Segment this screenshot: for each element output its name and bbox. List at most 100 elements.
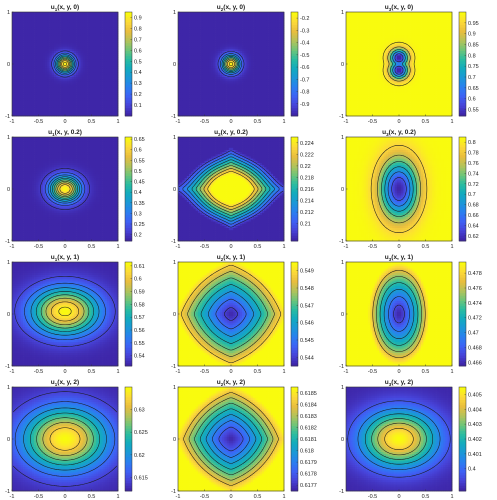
heatmap-cell	[23, 85, 26, 89]
heatmap-cell	[95, 12, 99, 15]
heatmap-cell	[222, 72, 225, 76]
heatmap-cell	[191, 111, 194, 115]
heatmap-cell	[239, 94, 243, 97]
heatmap-cell	[242, 87, 245, 91]
heatmap-cell	[191, 107, 194, 110]
heatmap-cell	[111, 48, 114, 52]
heatmap-cell	[89, 85, 92, 89]
heatmap-cell	[36, 46, 39, 50]
heatmap-cell	[204, 44, 208, 48]
heatmap-cell	[29, 55, 33, 58]
heatmap-cell	[27, 53, 31, 56]
heatmap-cell	[106, 98, 110, 102]
heatmap-cell	[62, 94, 66, 97]
heatmap-cell	[189, 87, 192, 91]
heatmap-cell	[231, 109, 234, 113]
heatmap-cell	[23, 103, 26, 106]
heatmap-cell	[239, 35, 243, 39]
heatmap-cell	[84, 85, 88, 89]
heatmap-cell	[106, 103, 110, 106]
heatmap-cell	[248, 81, 252, 84]
heatmap-cell	[248, 29, 252, 32]
heatmap-cell	[62, 59, 66, 63]
heatmap-cell	[191, 33, 194, 37]
heatmap-cell	[53, 103, 57, 106]
heatmap-cell	[12, 83, 15, 87]
heatmap-cell	[259, 77, 263, 80]
heatmap-cell	[71, 18, 75, 22]
heatmap-cell	[211, 27, 214, 30]
heatmap-cell	[89, 35, 92, 39]
heatmap-cell	[272, 70, 276, 74]
heatmap-cell	[47, 44, 50, 48]
heatmap-cell	[277, 27, 280, 30]
heatmap-cell	[272, 100, 276, 104]
heatmap-cell	[71, 33, 75, 37]
heatmap-cell	[102, 46, 106, 50]
heatmap-cell	[34, 72, 37, 76]
heatmap-cell	[12, 107, 15, 110]
heatmap-cell	[45, 38, 48, 41]
heatmap-cell	[255, 35, 258, 39]
heatmap-cell	[206, 92, 210, 95]
heatmap-cell	[65, 48, 68, 52]
heatmap-cell	[40, 85, 44, 89]
colorbar-segment	[291, 56, 298, 60]
heatmap-cell	[211, 70, 214, 74]
heatmap-cell	[84, 70, 88, 74]
heatmap-cell	[200, 22, 203, 26]
heatmap-cell	[264, 74, 267, 78]
heatmap-cell	[272, 79, 276, 82]
heatmap-cell	[20, 64, 24, 67]
heatmap-cell	[82, 16, 86, 19]
heatmap-cell	[270, 61, 274, 65]
heatmap-cell	[186, 44, 190, 48]
heatmap-cell	[12, 87, 15, 91]
heatmap-cell	[12, 92, 15, 95]
heatmap-cell	[98, 55, 101, 58]
heatmap-cell	[206, 105, 210, 108]
heatmap-cell	[16, 25, 19, 28]
colorbar-segment	[125, 92, 132, 96]
y-tick-label: 0	[7, 62, 10, 68]
heatmap-cell	[226, 77, 230, 80]
heatmap-cell	[281, 18, 285, 22]
heatmap-cell	[206, 27, 210, 30]
heatmap-cell	[239, 42, 243, 45]
heatmap-cell	[49, 77, 53, 80]
heatmap-cell	[253, 68, 256, 71]
heatmap-cell	[87, 92, 90, 95]
heatmap-cell	[14, 105, 17, 108]
heatmap-cell	[67, 27, 70, 30]
heatmap-cell	[16, 83, 19, 87]
heatmap-cell	[31, 22, 35, 26]
heatmap-cell	[279, 113, 283, 117]
heatmap-cell	[200, 35, 203, 39]
heatmap-cell	[264, 72, 267, 76]
heatmap-cell	[275, 103, 278, 106]
heatmap-cell	[76, 70, 79, 74]
heatmap-cell	[65, 53, 68, 56]
heatmap-cell	[180, 20, 183, 24]
heatmap-cell	[224, 96, 227, 100]
heatmap-cell	[213, 38, 216, 41]
heatmap-cell	[67, 68, 70, 71]
heatmap-cell	[115, 66, 119, 69]
heatmap-cell	[115, 18, 119, 22]
heatmap-cell	[222, 27, 225, 30]
heatmap-cell	[51, 107, 55, 110]
heatmap-cell	[60, 59, 64, 63]
heatmap-cell	[250, 103, 254, 106]
heatmap-cell	[65, 87, 68, 91]
heatmap-cell	[71, 35, 75, 39]
heatmap-cell	[189, 31, 192, 35]
heatmap-cell	[67, 98, 70, 102]
heatmap-cell	[235, 111, 238, 115]
heatmap-cell	[113, 74, 117, 78]
heatmap-cell	[233, 107, 236, 110]
heatmap-cell	[253, 14, 256, 17]
heatmap-cell	[195, 79, 199, 82]
heatmap-cell	[266, 103, 269, 106]
heatmap-cell	[113, 44, 117, 48]
heatmap-cell	[184, 90, 188, 93]
